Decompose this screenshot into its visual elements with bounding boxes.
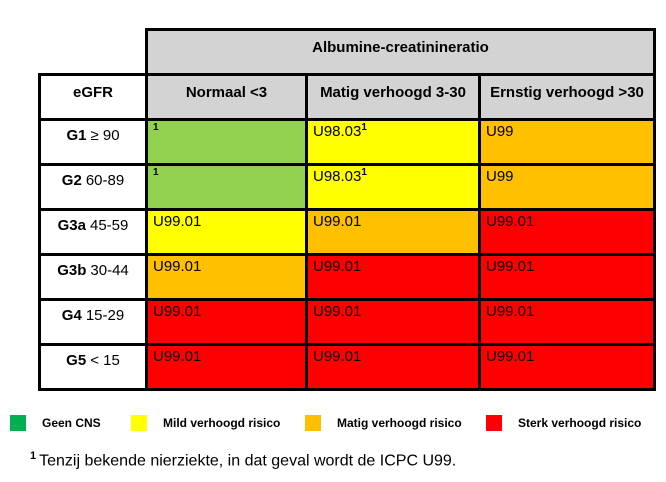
table-row-g2: G2 60-89 1 U98.031 U99 bbox=[38, 163, 656, 211]
stage-code: G4 bbox=[61, 307, 82, 324]
row-label-g4: G4 15-29 bbox=[38, 298, 148, 346]
footnote-marker: 1 bbox=[361, 167, 367, 178]
cell-code: U99.01 bbox=[153, 258, 202, 275]
table-cell: U99.01 bbox=[305, 343, 481, 391]
legend-label: Geen CNS bbox=[42, 416, 101, 430]
orange-swatch-icon bbox=[305, 415, 321, 431]
cell-code: U98.03 bbox=[313, 123, 362, 140]
legend-item-geen-cns: Geen CNS bbox=[10, 414, 101, 432]
egfr-header-cell: eGFR bbox=[38, 73, 148, 121]
yellow-swatch-icon bbox=[131, 415, 147, 431]
stage-range: 60-89 bbox=[85, 172, 125, 189]
row-label-g3a: G3a 45-59 bbox=[38, 208, 148, 256]
footnote-marker: 1 bbox=[361, 122, 367, 133]
stage-code: G3b bbox=[57, 262, 87, 279]
stage-range: 45-59 bbox=[89, 217, 129, 234]
table-row-col-headers: eGFR Normaal <3 Matig verhoogd 3-30 Erns… bbox=[38, 73, 656, 121]
table-cell: U99.01 bbox=[145, 253, 308, 301]
table-row-g3b: G3b 30-44 U99.01 U99.01 U99.01 bbox=[38, 253, 656, 301]
row-label-g3b: G3b 30-44 bbox=[38, 253, 148, 301]
legend-item-mild-verhoogd: Mild verhoogd risico bbox=[131, 414, 280, 432]
stage-range: 30-44 bbox=[90, 262, 129, 279]
stage-code: G1 bbox=[66, 127, 87, 144]
empty-corner-cell bbox=[39, 29, 147, 75]
table-cell: U99.01 bbox=[305, 208, 481, 256]
egfr-acr-table: Albumine-creatinineratio eGFR Normaal <3… bbox=[38, 28, 656, 391]
cell-code: U99.01 bbox=[486, 303, 535, 320]
table-cell: U99 bbox=[478, 163, 656, 211]
cell-code: U99.01 bbox=[486, 213, 535, 230]
legend-item-matig-verhoogd: Matig verhoogd risico bbox=[305, 414, 462, 432]
cell-code: U99.01 bbox=[313, 303, 362, 320]
cell-code: U99.01 bbox=[313, 258, 362, 275]
legend-label: Mild verhoogd risico bbox=[163, 416, 281, 430]
legend-label: Matig verhoogd risico bbox=[337, 416, 462, 430]
stage-range: ≥ 90 bbox=[90, 127, 120, 144]
cell-code: U99.01 bbox=[486, 258, 535, 275]
table-cell: U99.01 bbox=[305, 298, 481, 346]
table-cell: U99.01 bbox=[478, 298, 656, 346]
legend-item-sterk-verhoogd: Sterk verhoogd risico bbox=[486, 414, 641, 432]
footnote-marker: 1 bbox=[153, 167, 159, 178]
row-label-g5: G5 < 15 bbox=[38, 343, 148, 391]
table-row-g1: G1 ≥ 90 1 U98.031 U99 bbox=[38, 118, 656, 166]
table-cell: 1 bbox=[145, 163, 308, 211]
cell-code: U99.01 bbox=[313, 213, 362, 230]
footnote-marker: 1 bbox=[30, 450, 37, 462]
table-cell: U99.01 bbox=[478, 208, 656, 256]
albumine-creatinineratio-header: Albumine-creatinineratio bbox=[145, 28, 656, 76]
table-row-g5: G5 < 15 U99.01 U99.01 U99.01 bbox=[38, 343, 656, 391]
cell-code: U99.01 bbox=[313, 348, 362, 365]
table-cell: 1 bbox=[145, 118, 308, 166]
stage-code: G3a bbox=[57, 217, 86, 234]
table-cell: U99.01 bbox=[145, 208, 308, 256]
matig-verhoogd-header-cell: Matig verhoogd 3-30 bbox=[305, 73, 481, 121]
table-cell: U99.01 bbox=[478, 253, 656, 301]
ernstig-verhoogd-header-cell: Ernstig verhoogd >30 bbox=[478, 73, 656, 121]
stage-code: G2 bbox=[61, 172, 82, 189]
table-cell: U98.031 bbox=[305, 118, 481, 166]
table-cell: U99.01 bbox=[305, 253, 481, 301]
green-swatch-icon bbox=[10, 415, 26, 431]
row-label-g1: G1 ≥ 90 bbox=[38, 118, 148, 166]
normaal-header-cell: Normaal <3 bbox=[145, 73, 308, 121]
footnote-marker: 1 bbox=[153, 122, 159, 133]
cell-code: U99 bbox=[486, 168, 514, 185]
cell-code: U99.01 bbox=[153, 348, 202, 365]
table-row-top-header: Albumine-creatinineratio bbox=[39, 28, 656, 76]
table-cell: U99.01 bbox=[145, 298, 308, 346]
cell-code: U99 bbox=[486, 123, 514, 140]
red-swatch-icon bbox=[486, 415, 502, 431]
legend-label: Sterk verhoogd risico bbox=[518, 416, 642, 430]
stage-range: < 15 bbox=[90, 352, 120, 369]
footnote: 1 Tenzij bekende nierziekte, in dat geval… bbox=[30, 450, 456, 470]
stage-range: 15-29 bbox=[85, 307, 125, 324]
cell-code: U99.01 bbox=[486, 348, 535, 365]
table-cell: U98.031 bbox=[305, 163, 481, 211]
table-cell: U99.01 bbox=[145, 343, 308, 391]
cell-code: U99.01 bbox=[153, 303, 202, 320]
row-label-g2: G2 60-89 bbox=[38, 163, 148, 211]
table-cell: U99 bbox=[478, 118, 656, 166]
footnote-text: Tenzij bekende nierziekte, in dat geval … bbox=[39, 452, 457, 470]
stage-code: G5 bbox=[66, 352, 87, 369]
cell-code: U98.03 bbox=[313, 168, 362, 185]
table-row-g4: G4 15-29 U99.01 U99.01 U99.01 bbox=[38, 298, 656, 346]
table-cell: U99.01 bbox=[478, 343, 656, 391]
table-row-g3a: G3a 45-59 U99.01 U99.01 U99.01 bbox=[38, 208, 656, 256]
cell-code: U99.01 bbox=[153, 213, 202, 230]
